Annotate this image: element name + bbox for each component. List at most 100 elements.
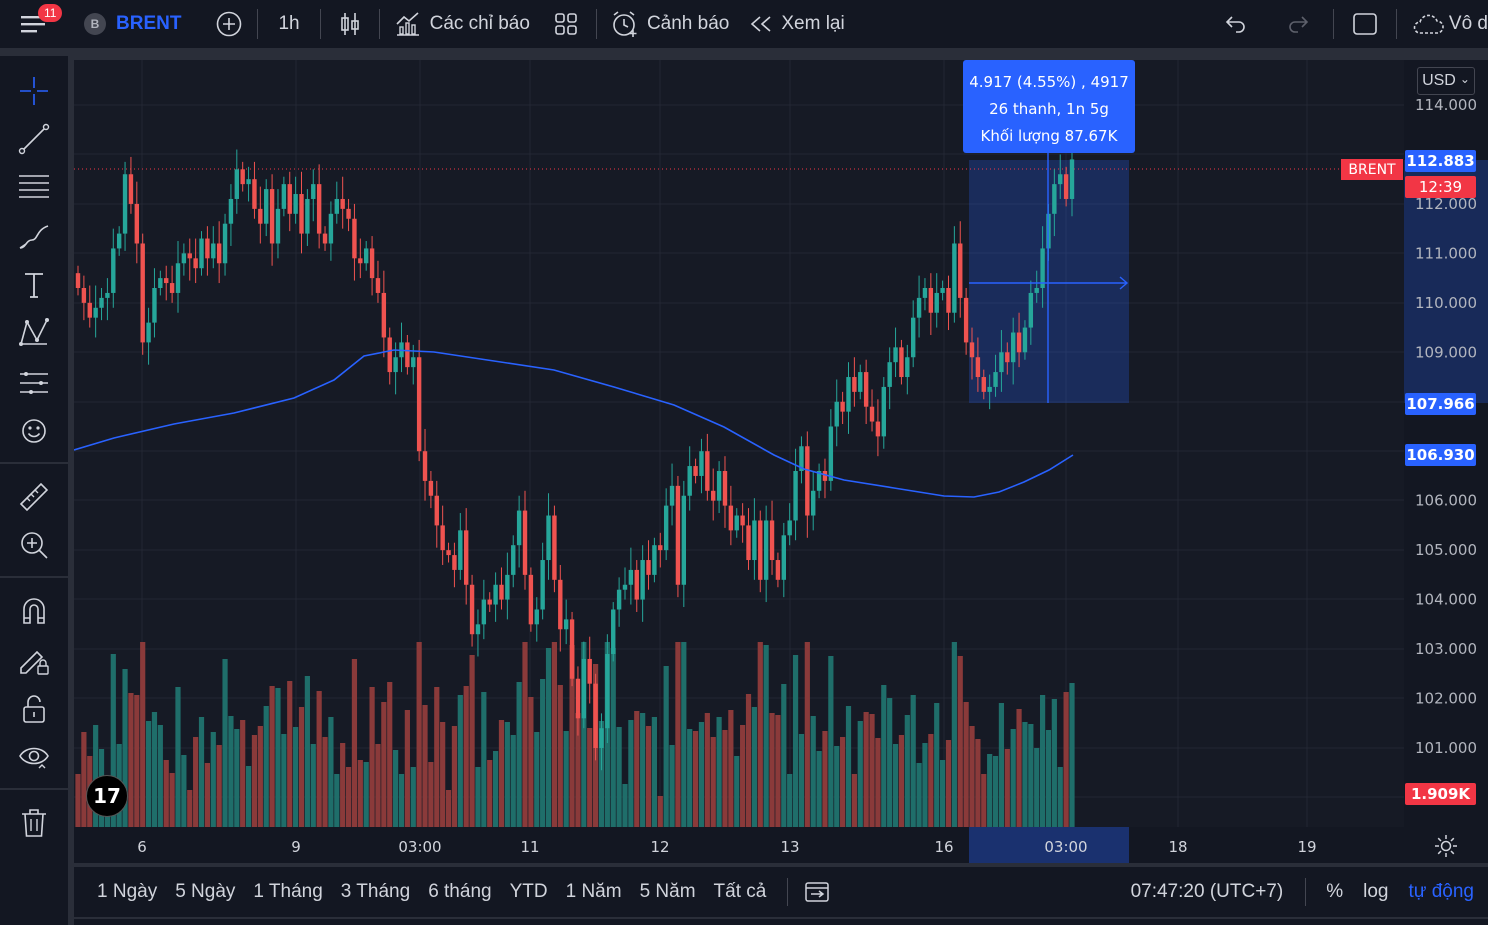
redo-button[interactable] — [1267, 0, 1329, 50]
layout-button[interactable] — [540, 0, 592, 50]
range-3m[interactable]: 3 Tháng — [340, 881, 411, 902]
indicators-button[interactable]: Các chỉ báo — [384, 0, 540, 50]
fullscreen-button[interactable] — [1338, 0, 1392, 50]
volume-bar — [1039, 695, 1046, 827]
time-axis-label: 12 — [650, 838, 669, 856]
candle-body — [446, 550, 451, 556]
candle-body — [93, 307, 98, 318]
pattern-tool[interactable] — [14, 313, 54, 353]
candle-body — [769, 520, 775, 561]
tradingview-logo[interactable]: 17 — [86, 775, 128, 817]
measure-tool[interactable] — [14, 477, 54, 517]
candle-body — [658, 545, 663, 551]
range-1m[interactable]: 1 Tháng — [253, 881, 323, 902]
chart-pane[interactable]: 114.000 112.000 111.000 110.000 109.000 106.0… — [74, 60, 1488, 863]
symbol-name: BRENT — [116, 13, 182, 34]
volume-bar — [669, 745, 675, 827]
price-axis-label: 106.000 — [1415, 492, 1477, 510]
settings-gear-button[interactable] — [1432, 832, 1460, 860]
square-icon — [1353, 13, 1377, 35]
candle-body — [728, 505, 734, 531]
range-1d[interactable]: 1 Ngày — [97, 881, 158, 902]
fib-tool[interactable] — [14, 167, 54, 207]
volume-bar — [963, 702, 969, 827]
volume-bar — [163, 760, 169, 827]
candle-body — [528, 574, 534, 625]
range-all[interactable]: Tất cả — [713, 881, 767, 902]
goto-date-button[interactable] — [804, 880, 830, 904]
volume-bar — [440, 722, 446, 827]
cloud-save-button[interactable]: Vô d — [1401, 0, 1488, 50]
volume-bar — [463, 686, 469, 827]
interval-button[interactable]: 1h — [278, 13, 300, 34]
candle-body — [105, 292, 110, 298]
candle-body — [234, 169, 240, 199]
volume-bar — [598, 721, 605, 827]
chart-type-button[interactable] — [325, 0, 375, 50]
volume-bar — [828, 656, 834, 827]
timezone-clock[interactable]: 07:47:20 (UTC+7) — [1130, 881, 1284, 902]
candle-body — [322, 233, 328, 244]
replay-button[interactable]: Xem lại — [739, 0, 854, 50]
volume-bar — [851, 774, 857, 827]
crosshair-tool[interactable] — [14, 71, 54, 111]
volume-bar — [516, 682, 522, 827]
candle-body — [164, 278, 169, 284]
candle-body — [187, 253, 192, 259]
volume-bar — [351, 659, 358, 827]
brush-tool[interactable] — [14, 217, 54, 257]
trendline-tool[interactable] — [14, 119, 54, 159]
symbol-search-button[interactable]: B BRENT — [66, 0, 205, 50]
candle-body — [116, 233, 122, 249]
alert-button[interactable]: Cảnh báo — [601, 0, 739, 50]
candle-body — [758, 520, 763, 580]
emoji-tool[interactable] — [14, 411, 54, 451]
price-axis-label: 111.000 — [1415, 244, 1477, 262]
candle-body — [969, 342, 975, 358]
range-1y[interactable]: 1 Năm — [565, 881, 622, 902]
undo-button[interactable] — [1205, 0, 1267, 50]
zoom-in-icon — [21, 532, 48, 559]
candle-body — [887, 362, 892, 387]
lock-drawing-tool[interactable] — [14, 641, 54, 681]
volume-bar — [334, 774, 340, 827]
compare-symbol-button[interactable] — [205, 0, 253, 50]
bottom-strip — [74, 919, 1488, 925]
brush-icon — [19, 225, 49, 249]
currency-selector[interactable]: USD ⌄ — [1417, 67, 1475, 95]
zoom-tool[interactable] — [14, 525, 54, 565]
candle-body — [269, 189, 275, 244]
candle-body — [511, 545, 516, 575]
candle-body — [799, 446, 804, 472]
lock-all-tool[interactable] — [14, 689, 54, 729]
prediction-tool[interactable] — [14, 363, 54, 403]
candle-body — [534, 609, 539, 625]
price-axis-label: 103.000 — [1415, 640, 1477, 658]
candle-body — [516, 510, 522, 546]
text-tool[interactable] — [14, 265, 54, 305]
volume-bar — [822, 731, 828, 827]
percent-scale-button[interactable]: % — [1326, 881, 1344, 902]
magnet-tool[interactable] — [14, 591, 54, 631]
range-ytd[interactable]: YTD — [509, 881, 548, 902]
volume-bar — [698, 722, 705, 827]
range-5y[interactable]: 5 Năm — [639, 881, 696, 902]
candle-body — [228, 198, 234, 224]
volume-bar — [434, 687, 440, 827]
candle-body — [1058, 174, 1063, 185]
candle-body — [775, 560, 781, 580]
candle-body — [811, 490, 816, 516]
log-scale-button[interactable]: log — [1363, 881, 1389, 902]
volume-bar — [469, 655, 475, 827]
range-5d[interactable]: 5 Ngày — [175, 881, 236, 902]
main-menu-button[interactable]: 11 — [0, 0, 66, 50]
volume-bar — [616, 727, 622, 827]
auto-scale-button[interactable]: tự động — [1408, 881, 1474, 902]
candle-body — [499, 584, 504, 600]
candle-body — [546, 515, 551, 561]
delete-drawings-tool[interactable] — [14, 803, 54, 843]
hide-drawings-tool[interactable] — [14, 737, 54, 777]
candle-body — [734, 515, 739, 531]
price-chart[interactable]: 114.000 112.000 111.000 110.000 109.000 106.0… — [74, 60, 1488, 863]
range-6m[interactable]: 6 tháng — [428, 881, 492, 902]
